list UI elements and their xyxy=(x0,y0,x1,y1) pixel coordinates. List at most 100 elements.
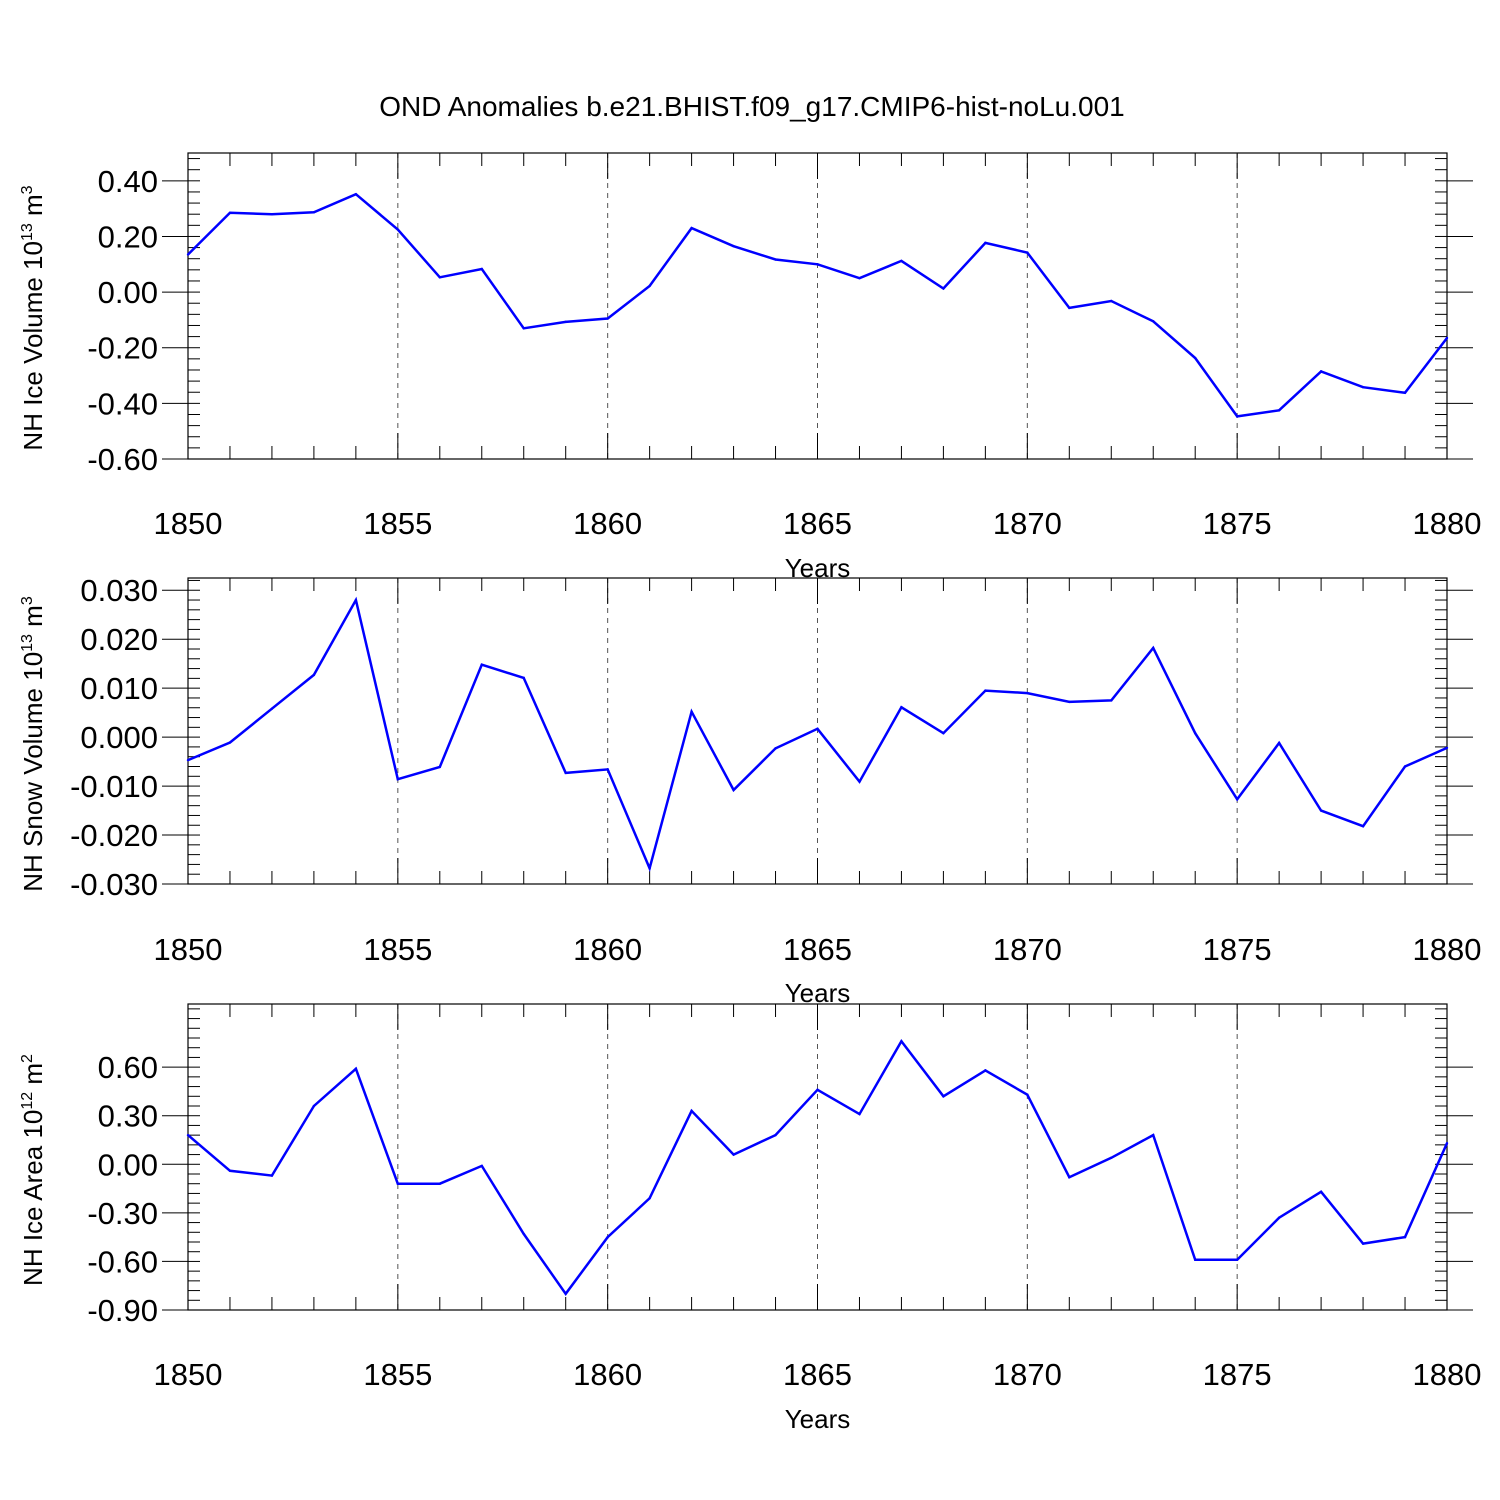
data-point xyxy=(522,327,525,330)
y-axis-title: NH Ice Area 1012 m2 xyxy=(18,1054,48,1286)
data-point xyxy=(816,1088,819,1092)
data-point xyxy=(396,778,400,781)
data-point xyxy=(228,211,232,215)
x-tick-label: 1875 xyxy=(1203,1357,1272,1392)
data-point xyxy=(774,258,777,261)
x-tick-label: 1860 xyxy=(573,932,642,967)
data-point xyxy=(1026,251,1029,254)
data-point xyxy=(396,228,400,231)
data-point xyxy=(396,1182,400,1185)
data-point xyxy=(564,320,567,324)
y-tick-label: -0.60 xyxy=(87,442,158,477)
data-point xyxy=(1403,765,1407,768)
y-axis-title: NH Ice Volume 1013 m3 xyxy=(18,185,48,450)
data-point xyxy=(606,1235,609,1239)
data-point xyxy=(1445,746,1449,750)
y-tick-label: -0.020 xyxy=(70,818,158,853)
data-point xyxy=(1068,700,1071,704)
data-point xyxy=(312,1104,316,1108)
data-point xyxy=(480,267,483,271)
y-tick-label: 0.030 xyxy=(80,573,158,608)
y-tick-label: 0.020 xyxy=(80,622,158,657)
data-point xyxy=(1235,1258,1239,1262)
data-point xyxy=(480,663,483,666)
data-point xyxy=(900,259,903,263)
data-point xyxy=(1445,1142,1449,1145)
data-point xyxy=(984,1069,987,1072)
data-point xyxy=(816,263,819,266)
data-point xyxy=(858,276,861,280)
y-tick-label: -0.30 xyxy=(87,1196,158,1231)
y-axis-title: NH Snow Volume 1013 m3 xyxy=(18,596,48,892)
y-tick-label: -0.010 xyxy=(70,769,158,804)
data-point xyxy=(1445,336,1449,340)
data-point xyxy=(1026,691,1029,695)
x-tick-label: 1865 xyxy=(783,932,852,967)
y-tick-label: -0.60 xyxy=(87,1244,158,1279)
data-point xyxy=(900,1040,903,1043)
x-tick-label: 1870 xyxy=(993,1357,1062,1392)
y-tick-label: 0.30 xyxy=(98,1099,158,1134)
data-point xyxy=(1277,1216,1281,1219)
data-point xyxy=(1152,1133,1155,1137)
data-point xyxy=(774,1133,777,1137)
x-tick-label: 1870 xyxy=(993,506,1062,541)
x-tick-label: 1855 xyxy=(363,1357,432,1392)
y-tick-label: -0.90 xyxy=(87,1293,158,1328)
data-point xyxy=(984,241,987,245)
data-point xyxy=(1152,320,1155,323)
data-point xyxy=(480,1164,483,1168)
x-tick-label: 1850 xyxy=(154,1357,223,1392)
data-point xyxy=(816,727,819,730)
data-point xyxy=(186,1133,190,1137)
data-point xyxy=(1110,1156,1113,1160)
y-tick-label: -0.030 xyxy=(70,867,158,902)
data-point xyxy=(1277,409,1281,412)
panel-snow-volume: -0.030 -0.020 -0.010 0.000 0.010 0.020 0.030 18… xyxy=(18,573,1481,1008)
data-point xyxy=(900,706,903,709)
data-point xyxy=(984,689,987,692)
data-point xyxy=(942,732,945,735)
x-tick-label: 1850 xyxy=(154,506,223,541)
data-point xyxy=(648,867,651,870)
y-tick-label: 0.40 xyxy=(98,164,158,199)
data-point xyxy=(732,244,735,248)
x-tick-label: 1875 xyxy=(1203,506,1272,541)
data-point xyxy=(312,211,316,214)
x-tick-label: 1860 xyxy=(573,1357,642,1392)
data-point xyxy=(1403,1235,1407,1239)
data-point xyxy=(1194,1258,1197,1262)
data-point xyxy=(690,226,693,230)
data-point xyxy=(1361,1242,1365,1245)
data-point xyxy=(438,276,441,279)
data-point xyxy=(354,598,358,602)
data-point xyxy=(354,192,358,196)
x-axis-title: Years xyxy=(785,1404,851,1434)
data-point xyxy=(312,673,316,677)
x-tick-label: 1875 xyxy=(1203,932,1272,967)
data-point xyxy=(1068,1176,1071,1179)
panel-ice-volume: -0.60 -0.40 -0.20 0.00 0.20 0.40 1850 1855 1860 1… xyxy=(18,152,1481,583)
data-point xyxy=(1277,741,1281,745)
data-point xyxy=(1235,798,1239,801)
data-point xyxy=(186,253,190,256)
data-point xyxy=(606,768,609,771)
data-point xyxy=(1403,391,1407,394)
data-point xyxy=(690,710,693,713)
data-point xyxy=(228,741,232,744)
data-point xyxy=(648,284,651,288)
data-point xyxy=(690,1109,693,1113)
data-point xyxy=(270,1174,274,1177)
x-tick-label: 1850 xyxy=(154,932,223,967)
x-tick-label: 1880 xyxy=(1413,1357,1482,1392)
data-point xyxy=(270,707,274,710)
data-point xyxy=(1361,386,1365,389)
x-tick-label: 1865 xyxy=(783,506,852,541)
data-point xyxy=(564,771,567,775)
y-tick-label: 0.60 xyxy=(98,1050,158,1085)
data-point xyxy=(1361,825,1365,828)
data-point xyxy=(1319,370,1323,373)
data-point xyxy=(270,213,274,216)
data-point xyxy=(1319,1190,1323,1194)
